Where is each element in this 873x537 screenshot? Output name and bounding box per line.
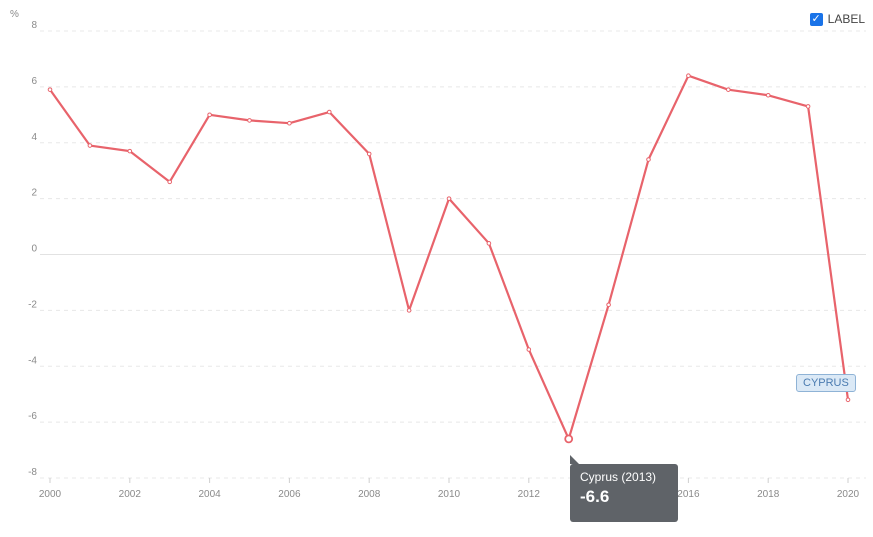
data-point — [247, 118, 252, 123]
x-tick-label: 2006 — [278, 489, 301, 500]
x-tick-label: 2016 — [677, 489, 700, 500]
data-point — [486, 241, 492, 246]
data-point — [127, 148, 133, 154]
tooltip-title: Cyprus (2013) — [580, 470, 657, 484]
y-tick-label: 2 — [31, 188, 37, 199]
tooltip-arrow — [570, 455, 579, 464]
x-axis-ticks: 2000200220042006200820102012201420162018… — [39, 478, 860, 500]
x-tick-label: 2012 — [518, 489, 541, 500]
x-tick-label: 2004 — [198, 489, 221, 500]
grid-lines — [40, 30, 866, 479]
y-tick-label: -4 — [28, 355, 37, 366]
y-tick-label: -2 — [28, 299, 37, 310]
data-point — [406, 308, 412, 313]
y-tick-label: 4 — [31, 132, 37, 143]
legend[interactable]: ✓ LABEL — [809, 12, 865, 26]
data-point — [606, 302, 611, 308]
x-tick-label: 2000 — [39, 489, 62, 500]
y-unit-label: % — [10, 9, 19, 20]
x-tick-label: 2008 — [358, 489, 381, 500]
y-tick-label: 0 — [31, 244, 37, 255]
data-point — [686, 73, 691, 78]
data-point — [47, 87, 53, 92]
y-axis-ticks: 8 6 4 2 0 -2 -4 -6 -8 — [28, 20, 37, 478]
highlighted-data-point — [564, 434, 574, 444]
data-point — [526, 347, 532, 352]
y-tick-label: 6 — [31, 76, 37, 87]
data-point — [287, 120, 292, 126]
data-point — [646, 157, 651, 162]
data-point — [765, 92, 771, 98]
series-line — [49, 74, 850, 440]
data-point — [327, 109, 332, 115]
tooltip-value: -6.6 — [580, 487, 610, 506]
tooltip: Cyprus (2013) -6.6 — [570, 464, 678, 522]
data-point — [87, 143, 93, 148]
data-point — [845, 397, 851, 403]
data-point — [167, 179, 172, 185]
series-group — [47, 73, 851, 444]
y-tick-label: 8 — [31, 20, 37, 31]
y-tick-label: -6 — [28, 411, 37, 422]
y-tick-label: -8 — [28, 467, 37, 478]
data-point — [207, 112, 212, 118]
legend-label: LABEL — [827, 12, 865, 26]
series-end-label: CYPRUS — [796, 374, 856, 392]
x-tick-label: 2002 — [119, 489, 142, 500]
x-tick-label: 2010 — [438, 489, 461, 500]
data-point — [805, 104, 811, 109]
data-point — [446, 196, 452, 201]
x-tick-label: 2020 — [837, 489, 860, 500]
data-point — [726, 87, 731, 92]
data-point — [366, 151, 372, 157]
x-tick-label: 2018 — [757, 489, 780, 500]
label-checkbox[interactable]: ✓ — [809, 12, 823, 26]
